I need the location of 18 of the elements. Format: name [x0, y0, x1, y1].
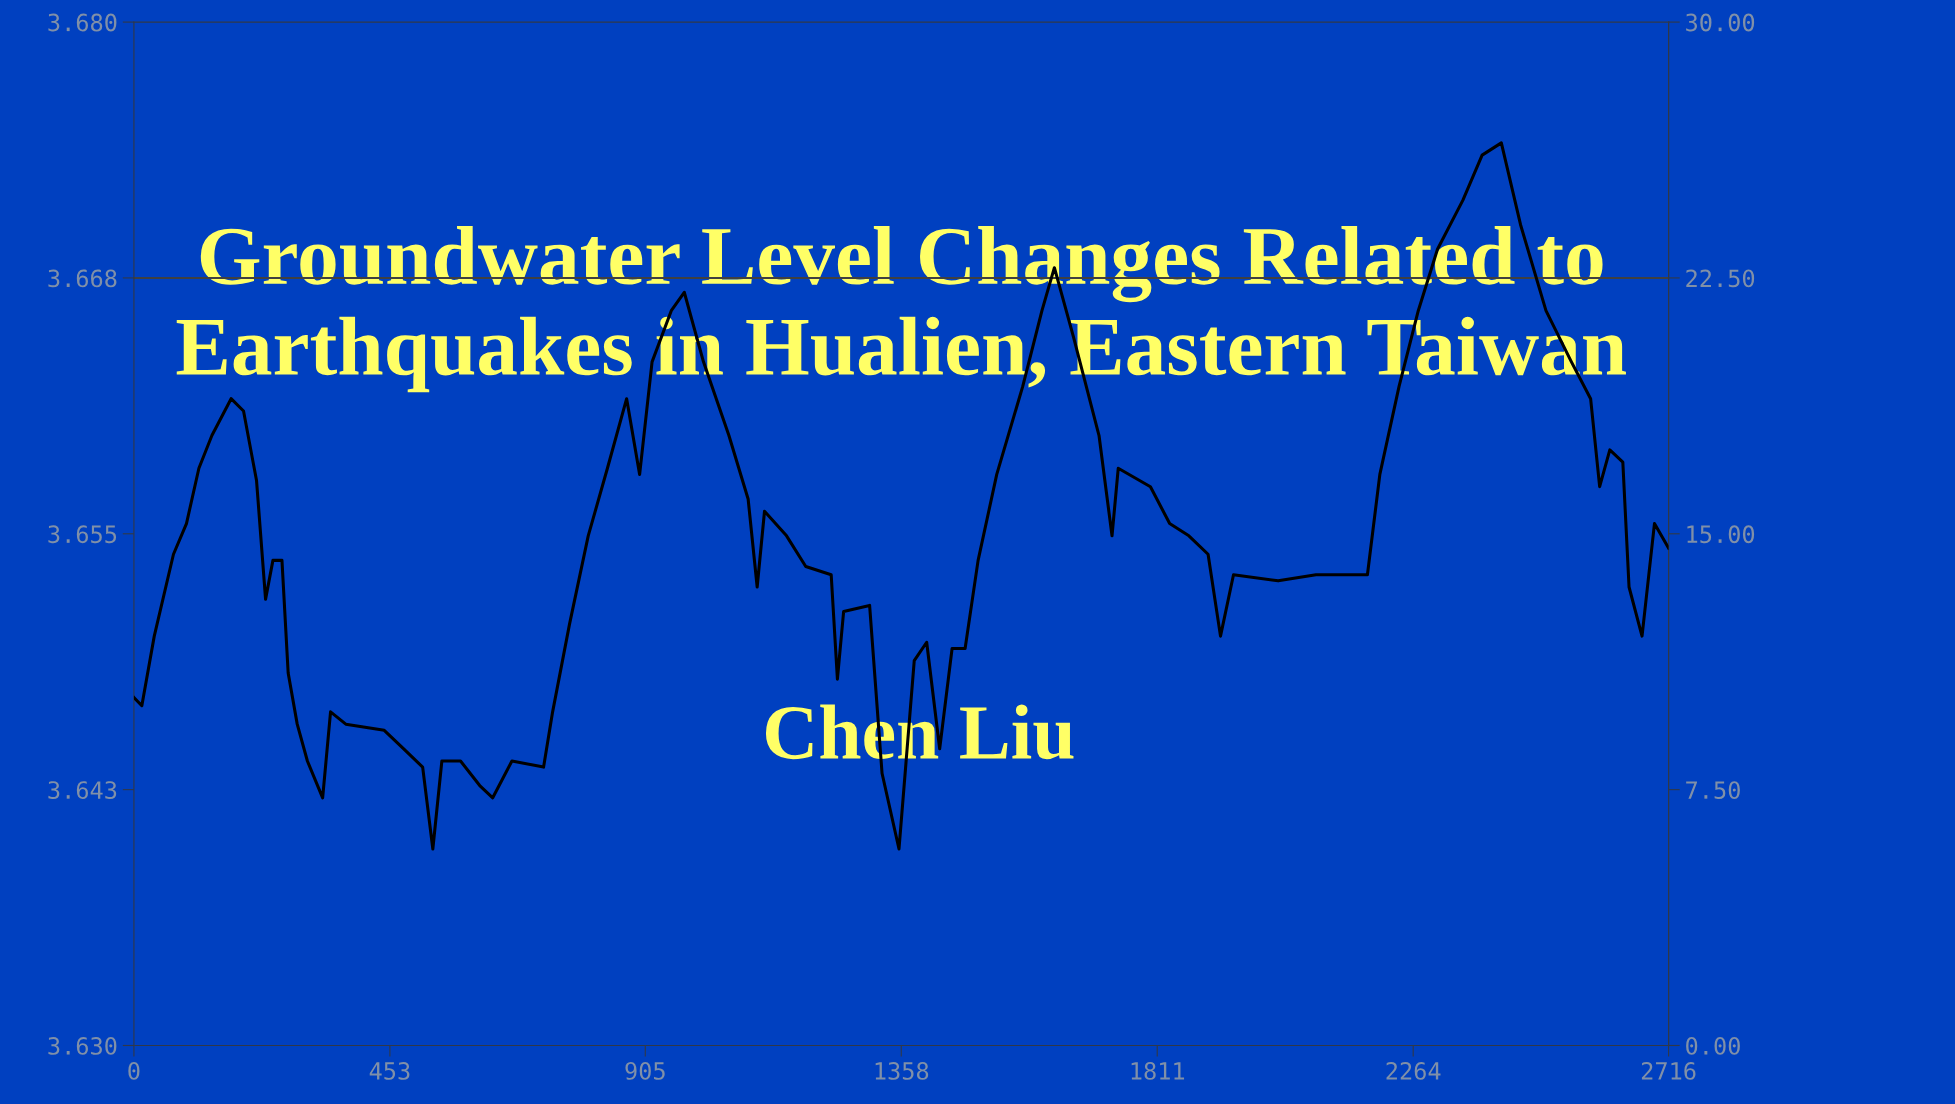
y2-tick-label: 0.00 [1686, 1037, 1740, 1055]
y2-tick-label: 22.50 [1686, 269, 1755, 288]
x-tick-label: 1358 [875, 1062, 929, 1080]
y-tick-label: 3.668 [48, 269, 117, 288]
y-tick-label: 3.680 [48, 13, 117, 32]
y2-tick-label: 7.50 [1686, 781, 1740, 799]
y-tick-label: 3.643 [48, 781, 117, 799]
x-tick-label: 2716 [1641, 1062, 1696, 1080]
x-tick-label: 1811 [1131, 1062, 1185, 1080]
y-tick-label: 3.655 [48, 525, 117, 544]
x-tick-label: 905 [625, 1062, 665, 1080]
x-tick-label: 0 [128, 1062, 140, 1080]
y2-tick-label: 30.00 [1686, 13, 1755, 32]
y2-tick-label: 15.00 [1687, 525, 1755, 544]
line-series [133, 141, 1669, 851]
x-tick-label: 453 [369, 1062, 410, 1080]
y-tick-label: 3.630 [48, 1037, 117, 1055]
x-tick-label: 2264 [1386, 1062, 1441, 1080]
